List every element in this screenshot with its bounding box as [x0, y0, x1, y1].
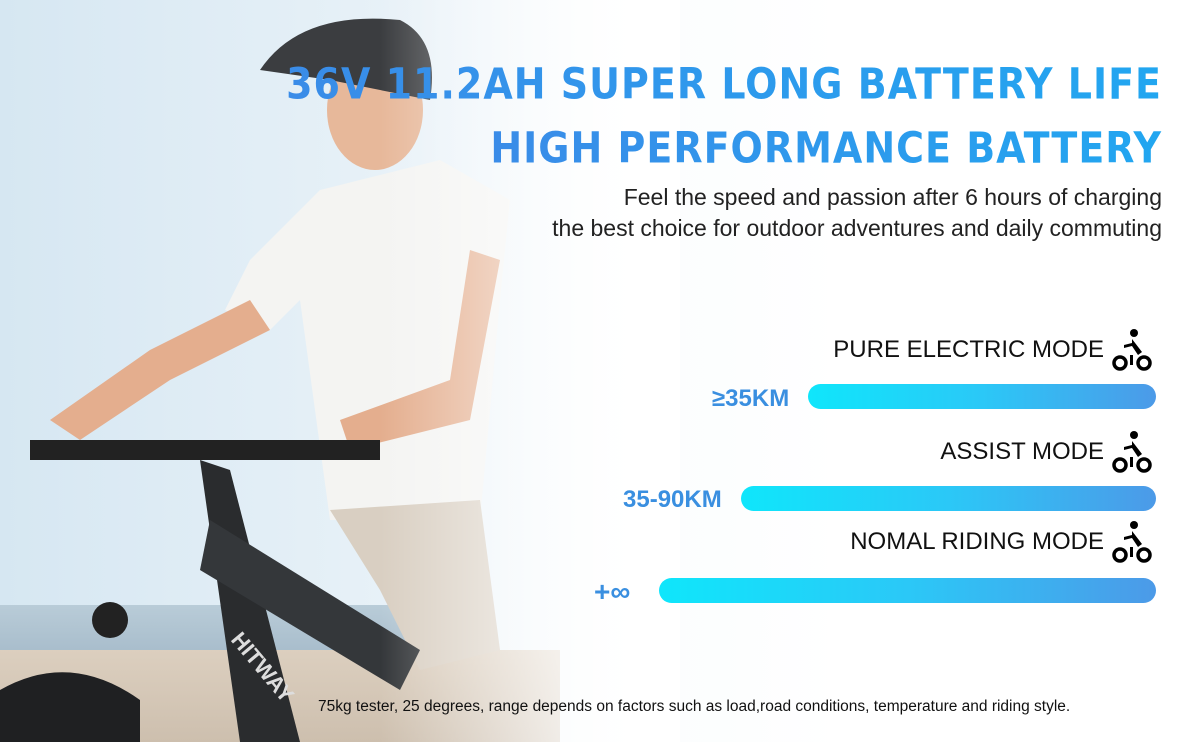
mode-normal-riding: NOMAL RIDING MODE	[850, 520, 1152, 564]
range-value: +∞	[594, 576, 631, 607]
mode-label: ASSIST MODE	[940, 438, 1104, 465]
cyclist-icon	[1112, 431, 1152, 473]
range-bar-pure-electric	[808, 384, 1156, 409]
description-line-2: the best choice for outdoor adventures a…	[552, 215, 1162, 241]
footnote: 75kg tester, 25 degrees, range depends o…	[318, 698, 1071, 715]
cyclist-icon	[1112, 521, 1152, 563]
mode-pure-electric: PURE ELECTRIC MODE	[833, 328, 1152, 372]
range-value: ≥35KM	[712, 385, 790, 412]
fade-overlay	[380, 0, 680, 742]
mode-label: NOMAL RIDING MODE	[850, 528, 1104, 555]
headline: 36V 11.2AH SUPER LONG BATTERY LIFE	[286, 59, 1162, 109]
mode-label: PURE ELECTRIC MODE	[833, 336, 1104, 363]
subheadline: HIGH PERFORMANCE BATTERY	[490, 123, 1162, 173]
range-bar-normal-riding	[659, 578, 1156, 603]
range-value: 35-90KM	[623, 486, 722, 513]
description-line-1: Feel the speed and passion after 6 hours…	[623, 184, 1162, 210]
mode-assist: ASSIST MODE	[940, 430, 1152, 474]
range-bar-assist	[741, 486, 1156, 511]
cyclist-icon	[1112, 329, 1152, 371]
